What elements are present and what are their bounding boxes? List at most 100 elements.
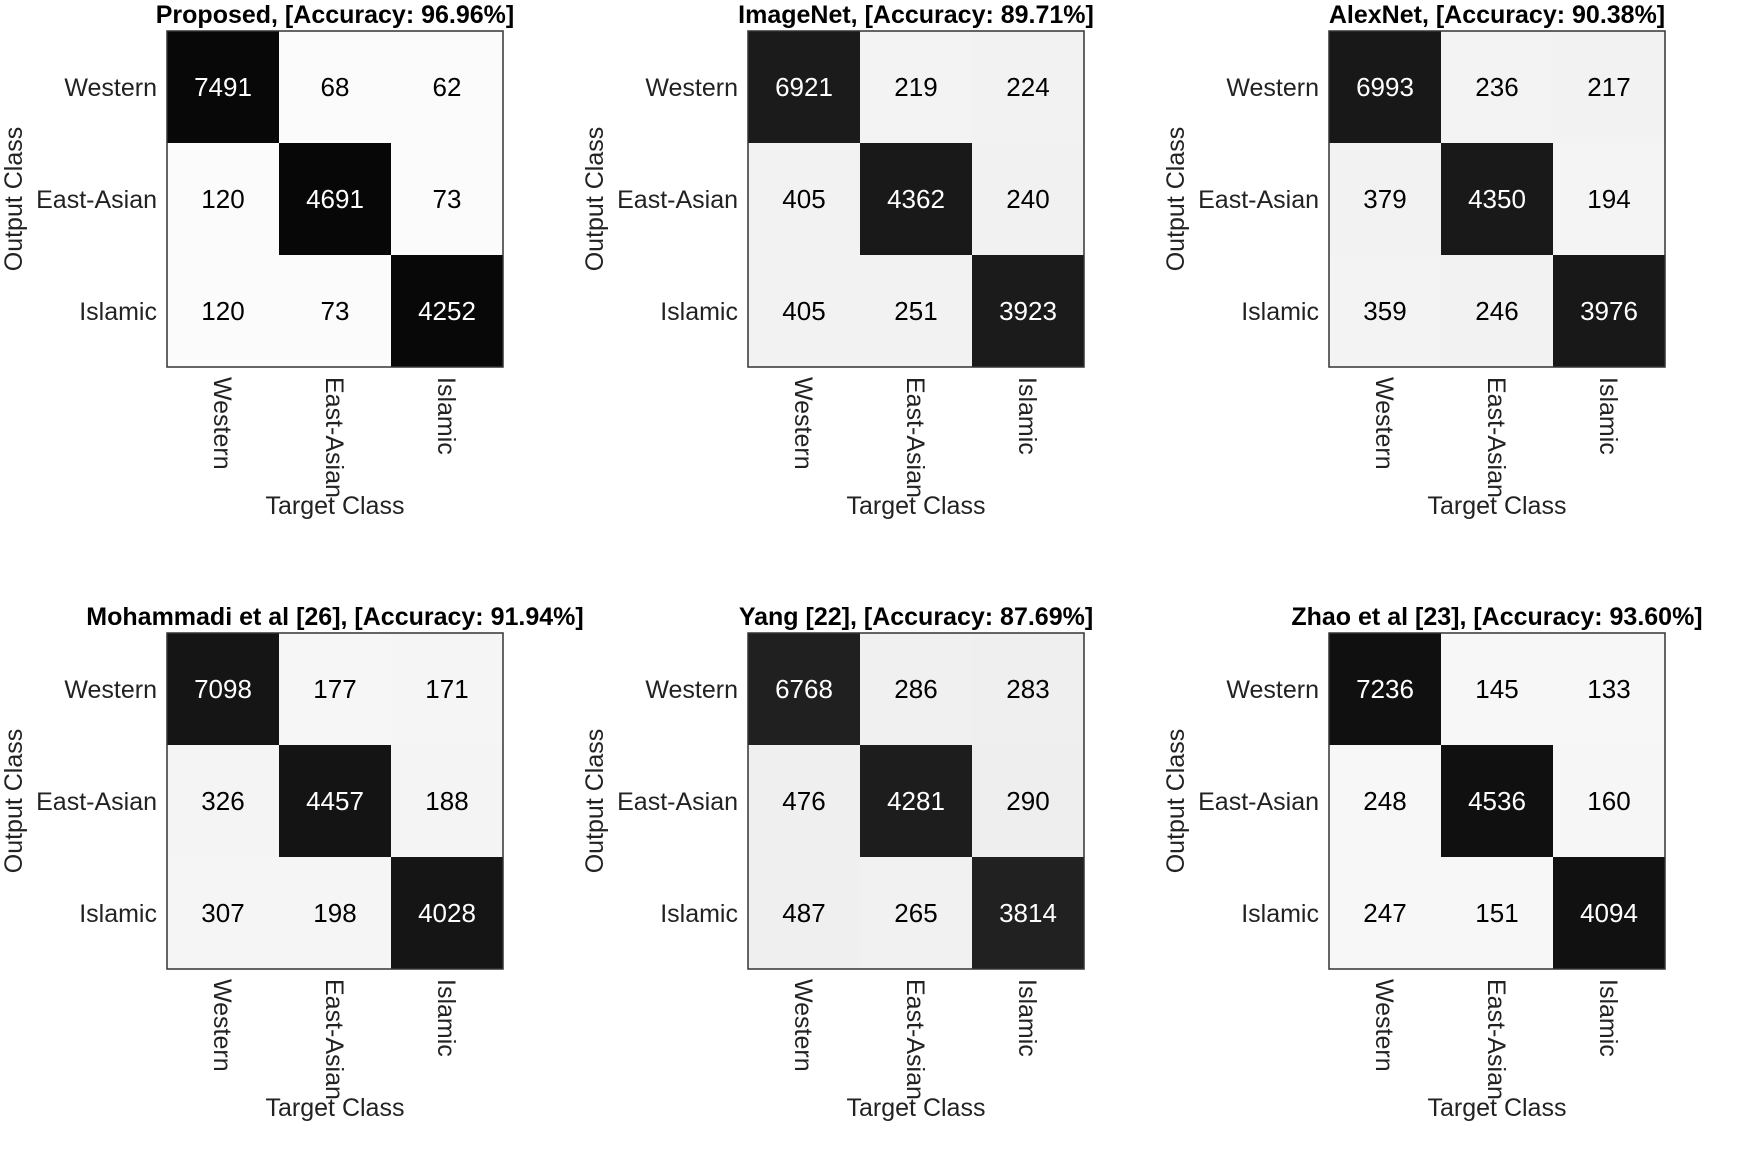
matrix-frame bbox=[166, 30, 504, 368]
matrix-cell bbox=[391, 31, 503, 143]
cell-value-label: 219 bbox=[894, 72, 937, 102]
matrix-cell bbox=[748, 31, 860, 143]
matrix-cell bbox=[1329, 143, 1441, 255]
matrix-cell bbox=[167, 745, 279, 857]
cell-value-label: 177 bbox=[313, 674, 356, 704]
matrix-cell bbox=[860, 857, 972, 969]
matrix-cell bbox=[1441, 255, 1553, 367]
cell-value-label: 171 bbox=[425, 674, 468, 704]
cell-value-label: 4281 bbox=[887, 786, 945, 816]
x-axis-label: Target Class bbox=[1428, 1094, 1567, 1122]
y-tick-label: Islamic bbox=[79, 298, 157, 326]
cell-value-label: 359 bbox=[1363, 296, 1406, 326]
x-axis-label: Target Class bbox=[847, 1094, 986, 1122]
cell-value-label: 188 bbox=[425, 786, 468, 816]
y-tick-label: Islamic bbox=[1241, 298, 1319, 326]
matrix-cell bbox=[860, 255, 972, 367]
cell-value-label: 4094 bbox=[1580, 898, 1638, 928]
matrix-cell bbox=[1329, 31, 1441, 143]
matrix-cell bbox=[860, 745, 972, 857]
cell-value-label: 286 bbox=[894, 674, 937, 704]
matrix-cell bbox=[391, 857, 503, 969]
cell-value-label: 290 bbox=[1006, 786, 1049, 816]
cell-value-label: 145 bbox=[1475, 674, 1518, 704]
y-axis-label: Output Class bbox=[581, 127, 609, 272]
matrix-cell bbox=[279, 31, 391, 143]
cell-value-label: 224 bbox=[1006, 72, 1049, 102]
cell-value-label: 151 bbox=[1475, 898, 1518, 928]
matrix-frame bbox=[1328, 632, 1666, 970]
y-tick-label: Western bbox=[64, 74, 157, 102]
cell-value-label: 326 bbox=[201, 786, 244, 816]
x-axis-label: Target Class bbox=[847, 492, 986, 520]
matrix-cell bbox=[748, 633, 860, 745]
y-tick-label: Western bbox=[1226, 74, 1319, 102]
cell-value-label: 405 bbox=[782, 184, 825, 214]
matrix-cell bbox=[1441, 633, 1553, 745]
chart-title: ImageNet, [Accuracy: 89.71%] bbox=[738, 1, 1094, 29]
matrix-cell bbox=[1329, 255, 1441, 367]
cell-value-label: 7236 bbox=[1356, 674, 1414, 704]
y-tick-label: Western bbox=[645, 676, 738, 704]
cell-value-label: 7491 bbox=[194, 72, 252, 102]
chart-title: Yang [22], [Accuracy: 87.69%] bbox=[739, 603, 1093, 631]
cell-value-label: 4252 bbox=[418, 296, 476, 326]
cell-value-label: 7098 bbox=[194, 674, 252, 704]
matrix-cell bbox=[167, 633, 279, 745]
confusion-matrix-panel-6: 7236 145 133 248 4536 160 247 151 4094 Zhao et al… bbox=[1162, 603, 1703, 1122]
matrix-cell bbox=[1329, 633, 1441, 745]
matrix-cell bbox=[748, 857, 860, 969]
matrix-cell bbox=[972, 745, 1084, 857]
chart-title: Zhao et al [23], [Accuracy: 93.60%] bbox=[1291, 603, 1702, 631]
y-tick-label: Western bbox=[645, 74, 738, 102]
chart-title: AlexNet, [Accuracy: 90.38%] bbox=[1329, 1, 1665, 29]
matrix-frame bbox=[166, 632, 504, 970]
confusion-matrix-panel-5: 6768 286 283 476 4281 290 487 265 3814 Yang [22],… bbox=[581, 603, 1093, 1122]
x-tick-label: Islamic bbox=[432, 377, 460, 455]
y-tick-label: East-Asian bbox=[1198, 788, 1319, 816]
cell-value-label: 68 bbox=[321, 72, 350, 102]
cell-value-label: 265 bbox=[894, 898, 937, 928]
matrix-cell bbox=[391, 143, 503, 255]
matrix-cell bbox=[972, 857, 1084, 969]
matrix-frame bbox=[1328, 30, 1666, 368]
x-tick-label: Islamic bbox=[1013, 979, 1041, 1057]
y-tick-label: East-Asian bbox=[1198, 186, 1319, 214]
x-tick-label: Islamic bbox=[1013, 377, 1041, 455]
cell-value-label: 6768 bbox=[775, 674, 833, 704]
matrix-cell bbox=[1553, 745, 1665, 857]
matrix-cell bbox=[1329, 745, 1441, 857]
matrix-cell bbox=[167, 143, 279, 255]
matrix-cell bbox=[1553, 31, 1665, 143]
x-axis-label: Target Class bbox=[266, 492, 405, 520]
cell-value-label: 248 bbox=[1363, 786, 1406, 816]
x-axis-label: Target Class bbox=[266, 1094, 405, 1122]
confusion-matrix-panel-3: 6993 236 217 379 4350 194 359 246 3976 AlexNet, [… bbox=[1162, 1, 1666, 520]
cell-value-label: 405 bbox=[782, 296, 825, 326]
x-tick-label: East-Asian bbox=[1482, 377, 1510, 498]
matrix-cell bbox=[279, 633, 391, 745]
confusion-matrix-panel-4: 7098 177 171 326 4457 188 307 198 4028 Mohammadi … bbox=[0, 603, 584, 1122]
cell-value-label: 4691 bbox=[306, 184, 364, 214]
cell-value-label: 198 bbox=[313, 898, 356, 928]
x-tick-label: Western bbox=[1370, 979, 1398, 1072]
matrix-cell bbox=[279, 745, 391, 857]
matrix-cell bbox=[1553, 857, 1665, 969]
x-tick-label: Islamic bbox=[432, 979, 460, 1057]
y-tick-label: East-Asian bbox=[617, 788, 738, 816]
x-tick-label: East-Asian bbox=[901, 979, 929, 1100]
matrix-cell bbox=[279, 857, 391, 969]
x-tick-label: East-Asian bbox=[320, 979, 348, 1100]
matrix-cell bbox=[748, 745, 860, 857]
matrix-cell bbox=[279, 255, 391, 367]
cell-value-label: 4457 bbox=[306, 786, 364, 816]
y-tick-label: East-Asian bbox=[617, 186, 738, 214]
matrix-cell bbox=[972, 31, 1084, 143]
cell-value-label: 217 bbox=[1587, 72, 1630, 102]
cell-value-label: 247 bbox=[1363, 898, 1406, 928]
cell-value-label: 62 bbox=[433, 72, 462, 102]
cell-value-label: 487 bbox=[782, 898, 825, 928]
matrix-cell bbox=[167, 857, 279, 969]
cell-value-label: 133 bbox=[1587, 674, 1630, 704]
y-axis-label: Output Class bbox=[581, 729, 609, 874]
